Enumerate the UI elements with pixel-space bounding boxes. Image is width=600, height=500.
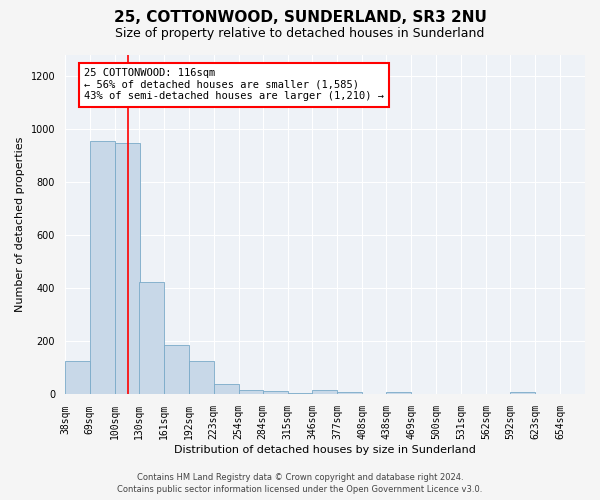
Bar: [164, 346, 188, 395]
Bar: [139, 282, 164, 395]
Bar: [386, 392, 412, 394]
Bar: [214, 384, 239, 394]
Y-axis label: Number of detached properties: Number of detached properties: [15, 137, 25, 312]
Text: Size of property relative to detached houses in Sunderland: Size of property relative to detached ho…: [115, 28, 485, 40]
Bar: [313, 390, 337, 394]
Text: Contains HM Land Registry data © Crown copyright and database right 2024.
Contai: Contains HM Land Registry data © Crown c…: [118, 472, 482, 494]
Bar: [65, 362, 90, 394]
Bar: [337, 392, 362, 394]
Bar: [263, 391, 287, 394]
Bar: [90, 141, 115, 395]
Bar: [115, 142, 140, 394]
Bar: [239, 390, 263, 394]
Bar: [510, 392, 535, 394]
Text: 25, COTTONWOOD, SUNDERLAND, SR3 2NU: 25, COTTONWOOD, SUNDERLAND, SR3 2NU: [113, 10, 487, 25]
Bar: [287, 393, 313, 394]
Bar: [188, 362, 214, 394]
X-axis label: Distribution of detached houses by size in Sunderland: Distribution of detached houses by size …: [174, 445, 476, 455]
Text: 25 COTTONWOOD: 116sqm
← 56% of detached houses are smaller (1,585)
43% of semi-d: 25 COTTONWOOD: 116sqm ← 56% of detached …: [84, 68, 384, 102]
